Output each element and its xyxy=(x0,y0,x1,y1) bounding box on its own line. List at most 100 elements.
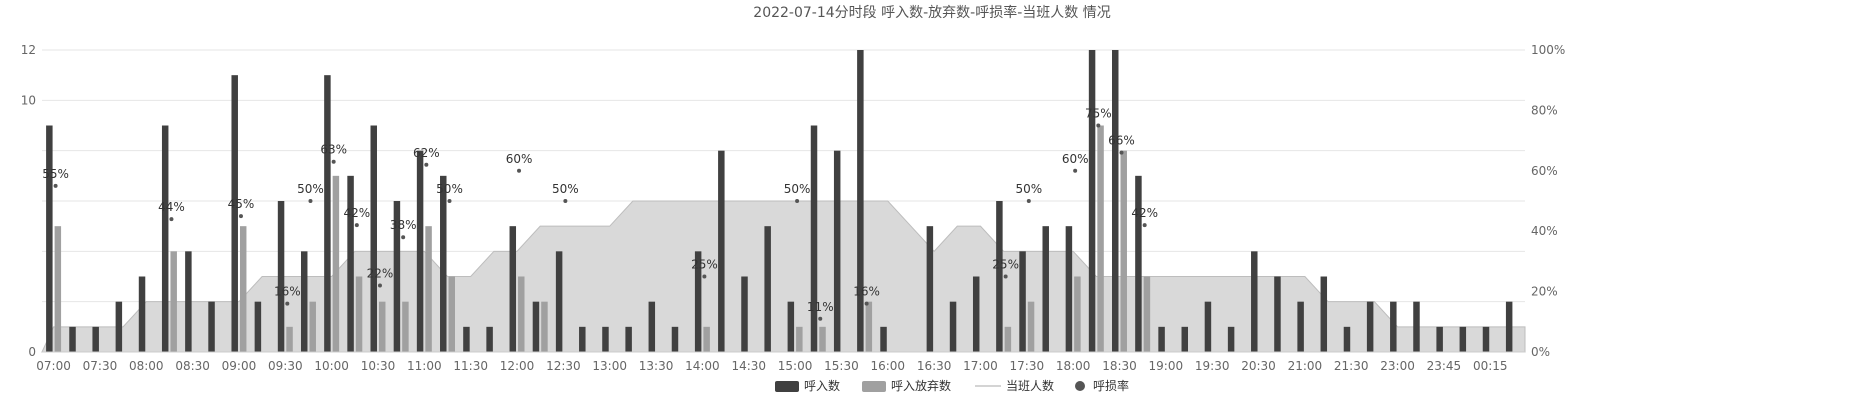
loss-rate-point xyxy=(377,283,382,288)
bar-calls-in xyxy=(1088,50,1096,352)
x-tick-label: 21:30 xyxy=(1334,359,1369,373)
bar-calls-in xyxy=(1251,251,1258,352)
x-tick-label: 17:00 xyxy=(963,359,998,373)
x-tick-label: 13:00 xyxy=(592,359,627,373)
bar-calls-in xyxy=(324,75,331,353)
bar-calls-in xyxy=(1204,301,1212,352)
x-tick-label: 11:00 xyxy=(407,359,442,373)
bar-abandoned xyxy=(448,276,455,352)
bar-calls-in xyxy=(972,276,980,352)
y2-tick-label: 40% xyxy=(1531,224,1558,238)
legend-swatch-loss-rate xyxy=(1075,381,1085,391)
bar-calls-in xyxy=(138,276,146,352)
bar-calls-in xyxy=(996,201,1003,352)
bar-calls-in xyxy=(185,251,192,352)
loss-rate-point xyxy=(517,168,522,173)
bar-abandoned xyxy=(54,226,62,352)
bar-calls-in xyxy=(69,326,76,352)
loss-rate-label: 22% xyxy=(367,267,394,281)
loss-rate-label: 50% xyxy=(297,182,324,196)
loss-rate-label: 38% xyxy=(390,218,417,232)
loss-rate-point xyxy=(1096,123,1101,128)
bar-abandoned xyxy=(239,226,247,352)
x-tick-label: 20:30 xyxy=(1241,359,1276,373)
bar-calls-in xyxy=(648,301,656,352)
bar-abandoned xyxy=(541,301,548,352)
bar-calls-in xyxy=(393,201,401,352)
loss-rate-label: 66% xyxy=(1108,134,1135,148)
bar-abandoned xyxy=(1074,276,1081,352)
bar-calls-in xyxy=(1320,276,1328,352)
loss-rate-point xyxy=(53,183,58,188)
bar-calls-in xyxy=(833,150,841,352)
y2-tick-label: 20% xyxy=(1531,285,1558,299)
x-tick-label: 15:00 xyxy=(778,359,813,373)
bar-abandoned xyxy=(402,301,409,352)
bar-abandoned xyxy=(703,326,710,352)
bar-calls-in xyxy=(579,326,586,352)
bar-calls-in xyxy=(254,301,262,352)
loss-rate-point xyxy=(1142,223,1147,228)
x-tick-label: 23:45 xyxy=(1427,359,1462,373)
bar-calls-in xyxy=(741,276,748,352)
loss-rate-point xyxy=(285,301,290,306)
bar-calls-in xyxy=(1413,301,1420,352)
loss-rate-point xyxy=(331,159,336,164)
x-tick-label: 00:15 xyxy=(1473,359,1508,373)
x-tick-label: 14:30 xyxy=(731,359,766,373)
loss-rate-point xyxy=(424,162,429,167)
bar-abandoned xyxy=(332,175,340,352)
y2-tick-label: 100% xyxy=(1531,43,1565,57)
bar-abandoned xyxy=(355,276,363,352)
bar-calls-in xyxy=(1390,301,1397,352)
loss-rate-label: 42% xyxy=(1131,206,1158,220)
bar-calls-in xyxy=(602,326,609,352)
loss-rate-label: 50% xyxy=(784,182,811,196)
bar-calls-in xyxy=(277,201,285,352)
bar-calls-in xyxy=(1181,326,1189,352)
bar-calls-in xyxy=(1112,50,1119,352)
loss-rate-label: 25% xyxy=(992,258,1019,272)
bar-calls-in xyxy=(694,251,702,352)
bar-calls-in xyxy=(1019,251,1026,352)
loss-rate-point xyxy=(702,274,707,279)
x-tick-label: 18:00 xyxy=(1056,359,1091,373)
bar-calls-in xyxy=(718,150,725,352)
legend-swatch-calls-in xyxy=(775,381,799,392)
x-tick-label: 19:00 xyxy=(1149,359,1184,373)
bar-calls-in xyxy=(1343,326,1351,352)
bar-calls-in xyxy=(92,326,99,352)
x-tick-label: 19:30 xyxy=(1195,359,1230,373)
x-tick-label: 12:00 xyxy=(500,359,535,373)
x-tick-label: 15:30 xyxy=(824,359,859,373)
bar-calls-in xyxy=(1482,326,1490,352)
bar-calls-in xyxy=(115,301,123,352)
loss-rate-label: 50% xyxy=(436,182,463,196)
bar-abandoned xyxy=(1027,301,1035,352)
loss-rate-point xyxy=(308,199,313,203)
bar-abandoned xyxy=(309,301,316,352)
legend-label: 呼入放弃数 xyxy=(891,378,951,393)
bar-calls-in xyxy=(625,326,632,352)
x-tick-label: 21:00 xyxy=(1288,359,1323,373)
bar-calls-in xyxy=(1505,301,1513,352)
loss-rate-label: 55% xyxy=(42,167,69,181)
x-tick-label: 09:00 xyxy=(222,359,257,373)
bar-calls-in xyxy=(555,251,563,352)
x-tick-label: 10:30 xyxy=(361,359,396,373)
bar-calls-in xyxy=(300,251,308,352)
y-tick-label: 10 xyxy=(21,93,36,107)
bar-calls-in xyxy=(810,125,818,352)
loss-rate-label: 50% xyxy=(1015,182,1042,196)
bar-abandoned xyxy=(865,301,873,352)
bar-abandoned xyxy=(1120,150,1127,352)
loss-rate-point xyxy=(1073,168,1078,173)
loss-rate-label: 75% xyxy=(1085,107,1112,121)
loss-rate-point xyxy=(563,199,568,203)
chart-title: 2022-07-14分时段 呼入数-放弃数-呼损率-当班人数 情况 xyxy=(753,5,1111,21)
bar-calls-in xyxy=(509,226,517,352)
bar-calls-in xyxy=(1274,276,1281,352)
x-tick-label: 07:30 xyxy=(83,359,118,373)
